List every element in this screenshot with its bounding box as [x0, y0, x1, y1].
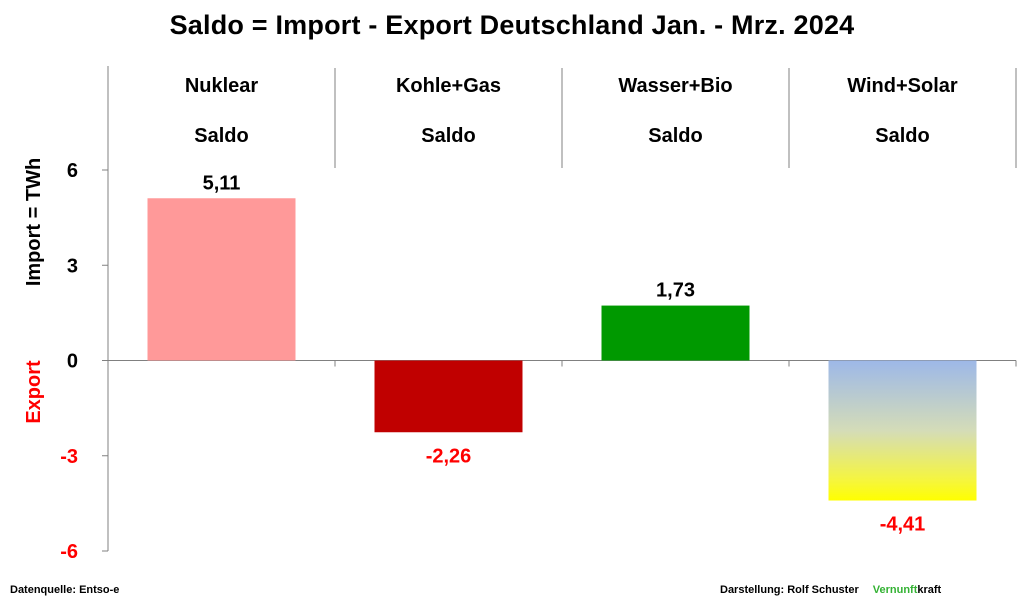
y-tick-label: 6	[67, 160, 78, 182]
category-subheader: Saldo	[648, 125, 702, 147]
y-tick-label: -3	[60, 446, 78, 468]
bar	[601, 305, 750, 361]
category-subheader: Saldo	[875, 125, 929, 147]
category-label: Kohle+Gas	[396, 75, 501, 97]
y-axis-title-export: Export	[23, 360, 45, 424]
brand-name-part2: kraft	[917, 584, 942, 596]
data-label: -4,41	[880, 514, 926, 536]
bar	[828, 360, 977, 501]
y-tick-label: -6	[60, 541, 78, 563]
data-label: -2,26	[426, 445, 472, 467]
category-label: Wind+Solar	[847, 75, 958, 97]
y-tick-label: 3	[67, 255, 78, 277]
category-subheader: Saldo	[194, 125, 248, 147]
credit-author: Darstellung: Rolf Schuster	[720, 584, 859, 596]
category-label: Nuklear	[185, 75, 259, 97]
y-tick-label: 0	[67, 351, 78, 373]
bar	[147, 198, 296, 361]
credit-note: Darstellung: Rolf Schuster Vernunftkraft	[720, 584, 941, 596]
chart-title: Saldo = Import - Export Deutschland Jan.…	[169, 10, 855, 40]
bar	[374, 360, 523, 433]
data-label: 5,11	[203, 172, 241, 194]
category-label: Wasser+Bio	[618, 75, 732, 97]
data-source-note: Datenquelle: Entso-e	[10, 584, 120, 596]
brand-name-part1: Vernunft	[872, 584, 918, 596]
data-label: 1,73	[656, 280, 695, 302]
y-axis-title-import: Import = TWh	[23, 158, 45, 286]
category-subheader: Saldo	[421, 125, 475, 147]
